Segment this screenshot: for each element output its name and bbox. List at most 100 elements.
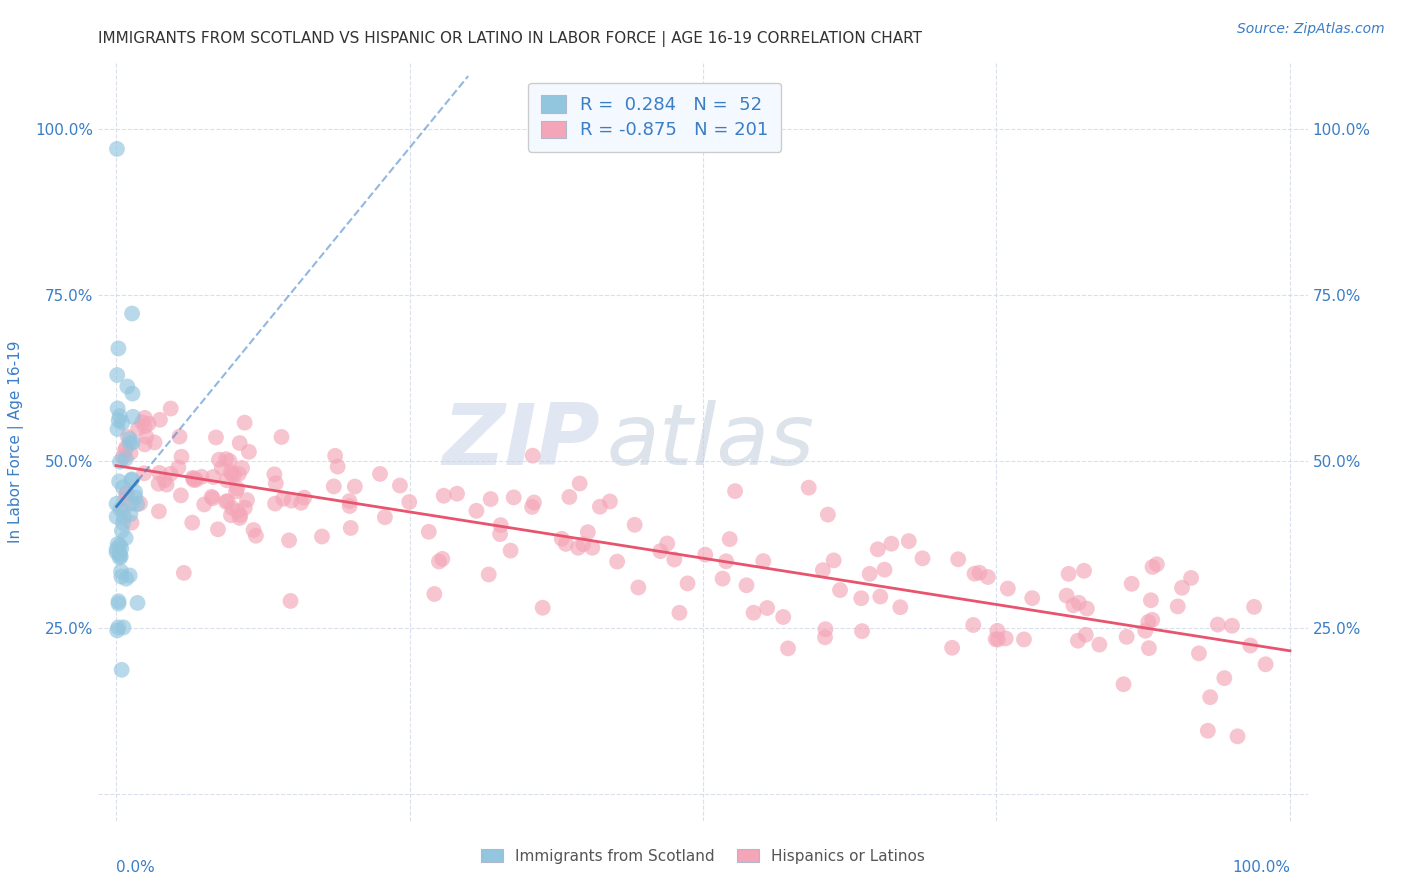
Point [522, 449, 544, 463]
Point [242, 523, 264, 537]
Point [105, 542, 128, 557]
Point [502, 491, 524, 505]
Point [170, 488, 193, 502]
Point [190, 470, 212, 484]
Point [797, 481, 820, 495]
Point [811, 563, 834, 577]
Point [1137, 615, 1160, 629]
Point [479, 491, 502, 506]
Point [221, 501, 243, 516]
Point [226, 482, 249, 496]
Point [207, 522, 229, 536]
Text: 100.0%: 100.0% [1232, 860, 1289, 874]
Point [606, 555, 628, 569]
Point [1057, 566, 1080, 581]
Point [124, 484, 146, 499]
Point [1206, 617, 1229, 632]
Point [228, 511, 250, 525]
Point [167, 460, 190, 475]
Point [889, 600, 911, 615]
Point [1088, 638, 1111, 652]
Point [264, 497, 287, 511]
Point [201, 490, 224, 504]
Point [280, 493, 302, 508]
Point [851, 624, 873, 639]
Point [1012, 632, 1035, 647]
Point [117, 379, 139, 393]
Point [134, 467, 156, 481]
Point [169, 429, 191, 443]
Point [432, 552, 454, 566]
Point [218, 454, 240, 468]
Point [233, 416, 256, 430]
Point [111, 524, 134, 538]
Point [108, 409, 131, 424]
Point [851, 591, 873, 606]
Point [229, 508, 252, 523]
Point [228, 436, 250, 450]
Point [1137, 641, 1160, 656]
Point [859, 566, 882, 581]
Point [433, 489, 456, 503]
Point [148, 476, 170, 491]
Point [339, 521, 361, 535]
Point [866, 542, 889, 557]
Point [676, 576, 699, 591]
Point [817, 508, 839, 522]
Point [138, 417, 160, 431]
Point [236, 493, 259, 508]
Point [112, 509, 135, 524]
Point [219, 465, 242, 479]
Point [159, 401, 181, 416]
Point [772, 610, 794, 624]
Point [873, 563, 896, 577]
Point [153, 473, 176, 487]
Point [326, 459, 349, 474]
Point [1115, 630, 1137, 644]
Point [205, 430, 228, 444]
Point [118, 568, 141, 582]
Point [120, 446, 142, 460]
Point [110, 549, 132, 564]
Point [323, 449, 346, 463]
Point [112, 620, 135, 634]
Point [184, 473, 207, 487]
Point [650, 544, 672, 558]
Point [1188, 646, 1211, 660]
Point [664, 552, 686, 566]
Point [1146, 558, 1168, 572]
Point [823, 553, 845, 567]
Point [627, 581, 650, 595]
Point [941, 640, 963, 655]
Point [159, 467, 181, 481]
Point [127, 421, 149, 435]
Point [828, 583, 851, 598]
Point [465, 504, 488, 518]
Point [131, 415, 153, 429]
Point [134, 410, 156, 425]
Point [148, 466, 170, 480]
Point [489, 518, 512, 533]
Point [112, 516, 135, 530]
Point [107, 597, 129, 611]
Point [107, 594, 129, 608]
Point [963, 566, 986, 581]
Text: 0.0%: 0.0% [117, 860, 155, 874]
Point [752, 554, 775, 568]
Point [264, 476, 287, 491]
Point [127, 497, 149, 511]
Point [245, 529, 267, 543]
Point [121, 496, 143, 510]
Point [228, 467, 250, 481]
Point [183, 472, 205, 486]
Point [1021, 591, 1043, 606]
Point [217, 494, 239, 508]
Point [280, 594, 302, 608]
Point [124, 491, 146, 505]
Point [724, 484, 747, 499]
Point [215, 452, 238, 467]
Point [111, 663, 134, 677]
Point [695, 548, 717, 562]
Point [589, 500, 612, 514]
Point [523, 495, 546, 509]
